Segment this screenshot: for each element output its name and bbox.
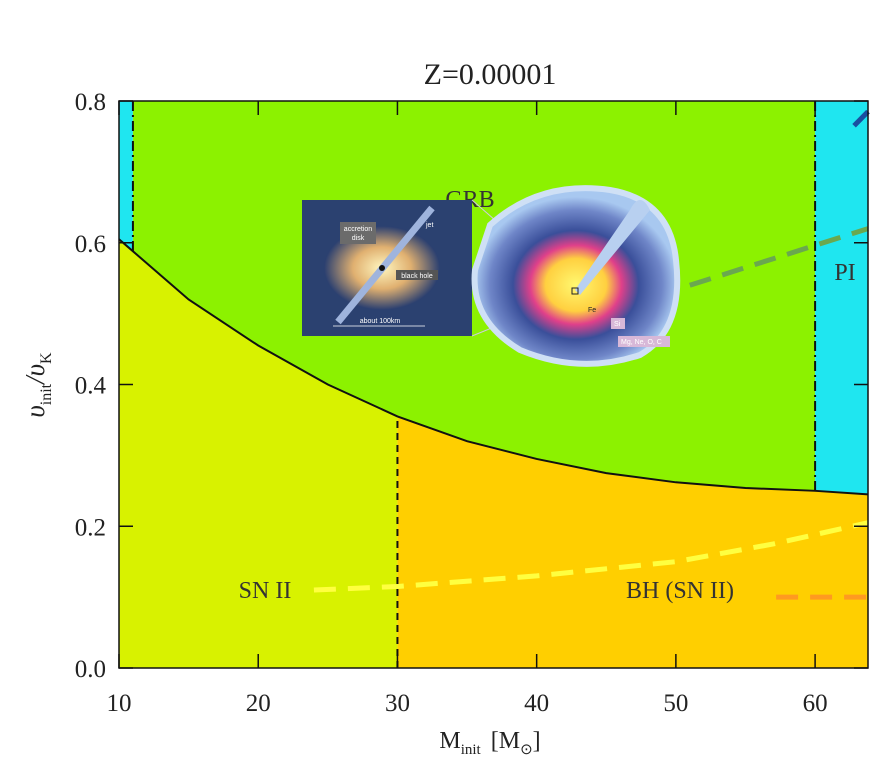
chart-title: Z=0.00001 — [424, 58, 557, 91]
inset-label: about 100km — [360, 318, 401, 325]
jet-image — [335, 205, 435, 325]
y-axis-label-part: K — [38, 352, 55, 364]
label-box — [396, 270, 438, 280]
region — [119, 101, 133, 252]
x-tick-label: 50 — [663, 690, 688, 717]
inset-label: jet — [425, 222, 433, 229]
inset-label: disk — [352, 235, 365, 242]
x-tick-label: 40 — [524, 690, 549, 717]
star-jet-image — [575, 200, 650, 295]
inset-label: Fe — [588, 307, 596, 314]
x-tick-label: 10 — [107, 690, 132, 717]
y-tick-label: 0.8 — [75, 89, 106, 116]
label-box — [611, 318, 625, 329]
label-box — [340, 222, 376, 244]
region-label: BH (SN II) — [626, 578, 734, 604]
x-axis-label-part: M — [439, 728, 460, 754]
x-axis-label-part: ] — [533, 728, 541, 754]
inset-label: accretion — [344, 226, 373, 233]
boundary-curve — [118, 238, 869, 496]
region-label: SN II — [239, 578, 292, 604]
dashed-line — [689, 226, 869, 288]
region-label: PI — [834, 260, 855, 286]
y-tick-label: 0.0 — [75, 656, 106, 683]
black-hole-image — [379, 265, 385, 271]
label-box — [618, 336, 670, 347]
dashed-line — [852, 109, 870, 128]
y-tick-label: 0.6 — [75, 231, 106, 258]
y-axis-label-part: υ — [20, 405, 50, 417]
y-axis-label-part: init — [38, 383, 55, 405]
inset-label: black hole — [401, 273, 433, 280]
x-tick-label: 60 — [803, 690, 828, 717]
region — [119, 239, 398, 669]
x-tick-label: 20 — [246, 690, 271, 717]
y-tick-label: 0.2 — [75, 514, 106, 541]
x-tick-label: 30 — [385, 690, 410, 717]
y-axis-label: υinit/υK — [20, 352, 55, 418]
inset-label: Si — [614, 321, 621, 328]
x-axis-label-part: ⊙ — [520, 742, 533, 758]
x-axis-label-part: [M — [491, 728, 520, 754]
y-axis-label-part: /υ — [20, 364, 50, 386]
x-axis-label-part: init — [461, 742, 482, 758]
inset-label: Mg, Ne, O, C — [621, 339, 662, 346]
region — [815, 101, 868, 495]
region — [397, 416, 868, 668]
y-tick-label: 0.4 — [75, 373, 107, 400]
dashed-line — [313, 520, 869, 593]
zoom-box — [571, 287, 579, 295]
x-axis-label: Minit [M⊙] — [439, 728, 540, 758]
inset-image: accretion disk jet black hole about 100k… — [302, 185, 681, 367]
